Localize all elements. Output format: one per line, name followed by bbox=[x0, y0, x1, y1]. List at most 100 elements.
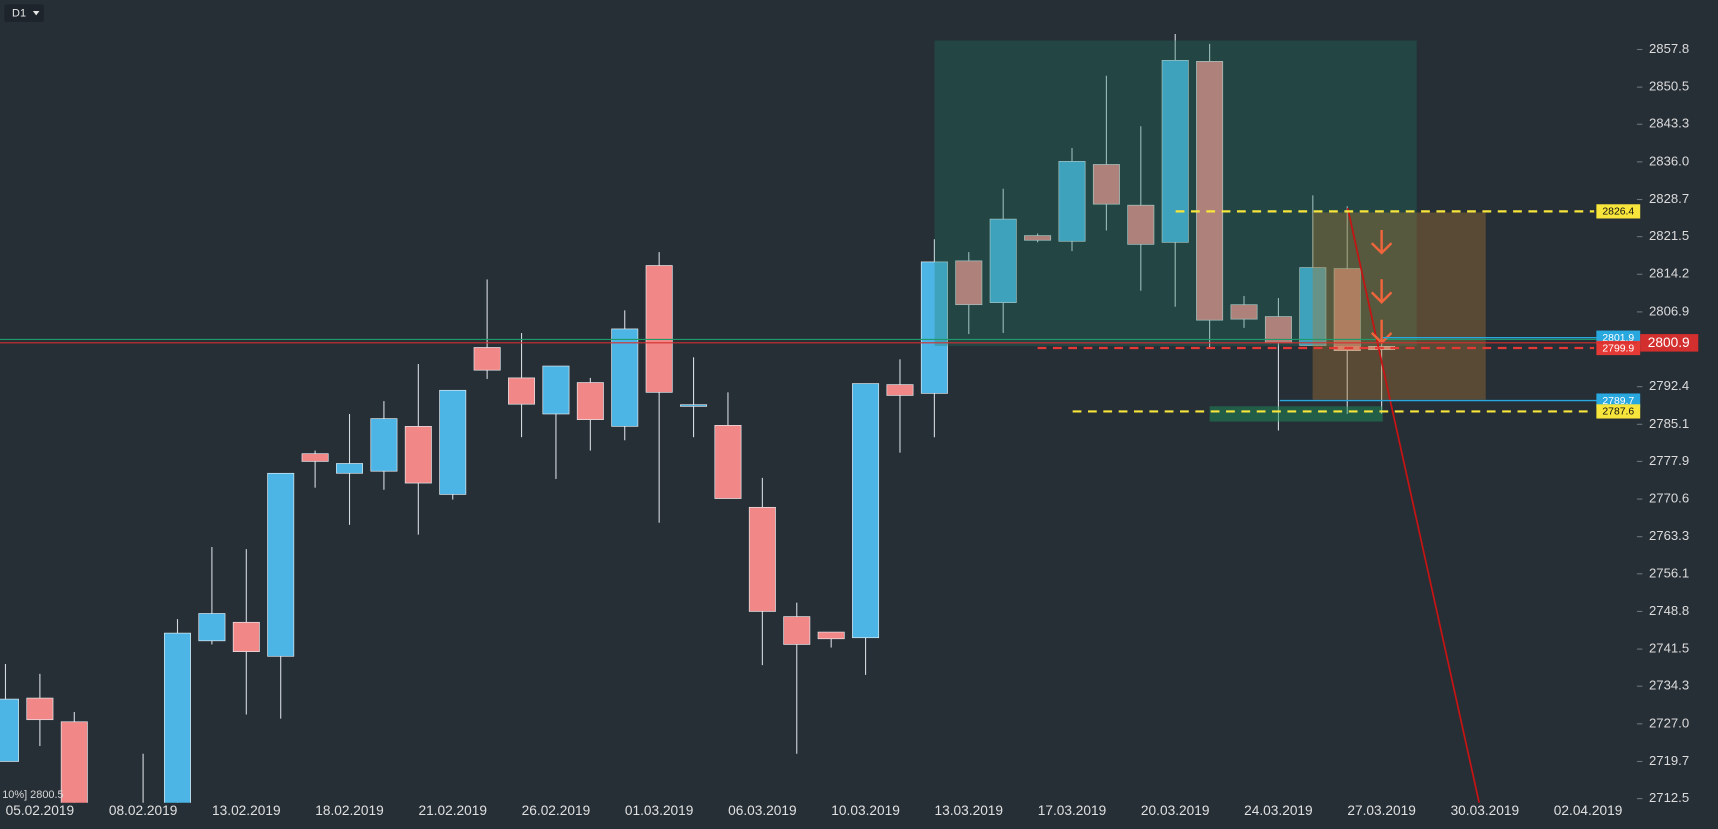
level-label: 2789.7 bbox=[1602, 396, 1634, 407]
candle-body bbox=[1024, 235, 1052, 241]
sell-arrows bbox=[1370, 229, 1393, 345]
candle-body bbox=[439, 389, 467, 495]
candle-body bbox=[26, 697, 54, 721]
candle-body bbox=[748, 506, 776, 612]
level-label: 2787.6 bbox=[1602, 407, 1634, 418]
y-tick-label: 2777.9 bbox=[1649, 453, 1689, 468]
x-tick-label: 08.02.2019 bbox=[109, 803, 178, 818]
y-tick-label: 2741.5 bbox=[1649, 641, 1689, 656]
candle-body bbox=[1196, 61, 1224, 321]
candles bbox=[0, 34, 1396, 803]
y-tick-label: 2734.3 bbox=[1649, 678, 1689, 693]
y-tick-label: 2814.2 bbox=[1649, 266, 1689, 281]
y-tick-label: 2770.6 bbox=[1649, 491, 1689, 506]
candle-body bbox=[886, 384, 914, 396]
x-tick-label: 30.03.2019 bbox=[1451, 803, 1520, 818]
level-label: 2801.9 bbox=[1602, 333, 1634, 344]
x-tick-label: 26.02.2019 bbox=[522, 803, 591, 818]
level-label: 2826.4 bbox=[1602, 207, 1634, 218]
last-price-label: 2800.9 bbox=[1648, 335, 1690, 350]
y-tick-label: 2719.7 bbox=[1649, 753, 1689, 768]
x-tick-label: 24.03.2019 bbox=[1244, 803, 1313, 818]
y-tick-label: 2785.1 bbox=[1649, 416, 1689, 431]
candle-body bbox=[576, 382, 604, 420]
candle-body bbox=[301, 453, 329, 462]
candle-body bbox=[198, 613, 226, 642]
candle-body bbox=[714, 425, 742, 499]
candle-body bbox=[920, 261, 948, 394]
candle-body bbox=[1058, 161, 1086, 242]
y-tick-label: 2792.4 bbox=[1649, 378, 1689, 393]
candle-body bbox=[817, 631, 845, 640]
candle-body bbox=[542, 365, 570, 415]
level-label-box bbox=[1596, 340, 1641, 356]
candle-body bbox=[267, 472, 295, 657]
corner-text: 10%] 2800.5 bbox=[2, 789, 63, 801]
y-tick-label: 2712.5 bbox=[1649, 790, 1689, 805]
level-label-box bbox=[1596, 404, 1641, 419]
candle-body bbox=[783, 616, 811, 645]
level-label: 2799.9 bbox=[1602, 343, 1634, 354]
arrow bbox=[1370, 279, 1393, 304]
candle-body bbox=[1230, 304, 1258, 320]
y-tick-label: 2857.8 bbox=[1649, 41, 1689, 56]
candle-body bbox=[0, 698, 19, 762]
dropdown-caret bbox=[32, 10, 40, 16]
trend-line bbox=[1346, 207, 1481, 803]
x-tick-label: 10.03.2019 bbox=[831, 803, 900, 818]
timeframe: D1 bbox=[12, 8, 26, 20]
x-tick-label: 01.03.2019 bbox=[625, 803, 694, 818]
candle-body bbox=[1264, 316, 1292, 344]
candle-body bbox=[404, 426, 432, 484]
x-tick-label: 13.03.2019 bbox=[935, 803, 1004, 818]
y-tick-label: 2756.1 bbox=[1649, 565, 1689, 580]
candle-body bbox=[60, 721, 88, 803]
x-tick-label: 18.02.2019 bbox=[315, 803, 384, 818]
y-tick-label: 2727.0 bbox=[1649, 715, 1689, 730]
candle-body bbox=[1092, 164, 1120, 205]
drawing-tools bbox=[0, 40, 1637, 803]
candle-body bbox=[611, 328, 639, 427]
candle-body bbox=[508, 377, 536, 405]
candle-body bbox=[164, 632, 191, 803]
candle-body bbox=[852, 383, 880, 639]
level-label-box bbox=[1596, 204, 1641, 219]
x-tick-label: 20.03.2019 bbox=[1141, 803, 1210, 818]
y-tick-label: 2843.3 bbox=[1649, 116, 1689, 131]
dropdown[interactable] bbox=[4, 4, 44, 22]
candle-body bbox=[473, 347, 501, 371]
candle-body bbox=[1127, 204, 1155, 245]
candle-body bbox=[645, 265, 673, 393]
candle-body bbox=[370, 418, 398, 472]
x-tick-label: 17.03.2019 bbox=[1038, 803, 1107, 818]
y-tick-label: 2821.5 bbox=[1649, 228, 1689, 243]
candle-body bbox=[1333, 268, 1361, 351]
x-tick-label: 13.02.2019 bbox=[212, 803, 281, 818]
last-price-box bbox=[1640, 334, 1699, 352]
x-tick-label: 21.02.2019 bbox=[418, 803, 487, 818]
y-tick-label: 2850.5 bbox=[1649, 79, 1689, 94]
y-tick-label: 2748.8 bbox=[1649, 603, 1689, 618]
x-tick-label: 05.02.2019 bbox=[6, 803, 75, 818]
y-tick-label: 2763.3 bbox=[1649, 528, 1689, 543]
x-tick-label: 02.04.2019 bbox=[1554, 803, 1623, 818]
x-tick-label: 27.03.2019 bbox=[1347, 803, 1416, 818]
stop-zone bbox=[1312, 212, 1486, 400]
y-tick-label: 2806.9 bbox=[1649, 303, 1689, 318]
candle-body bbox=[680, 404, 708, 407]
candle-body bbox=[955, 260, 983, 306]
candle-body bbox=[989, 218, 1017, 303]
entry-zone bbox=[1209, 406, 1383, 422]
y-tick-label: 2836.0 bbox=[1649, 153, 1689, 168]
axis-layer: 2857.8 2850.5 2843.3 2836.0 2828.7 2821.5 2814… bbox=[6, 41, 1690, 818]
target-zone bbox=[934, 40, 1417, 347]
x-tick-label: 06.03.2019 bbox=[728, 803, 797, 818]
candle-body bbox=[1299, 267, 1327, 346]
timeframe-selector[interactable]: D1 bbox=[4, 4, 44, 22]
arrow bbox=[1370, 229, 1393, 255]
candle-body bbox=[232, 621, 260, 652]
y-tick-label: 2828.7 bbox=[1649, 191, 1689, 206]
